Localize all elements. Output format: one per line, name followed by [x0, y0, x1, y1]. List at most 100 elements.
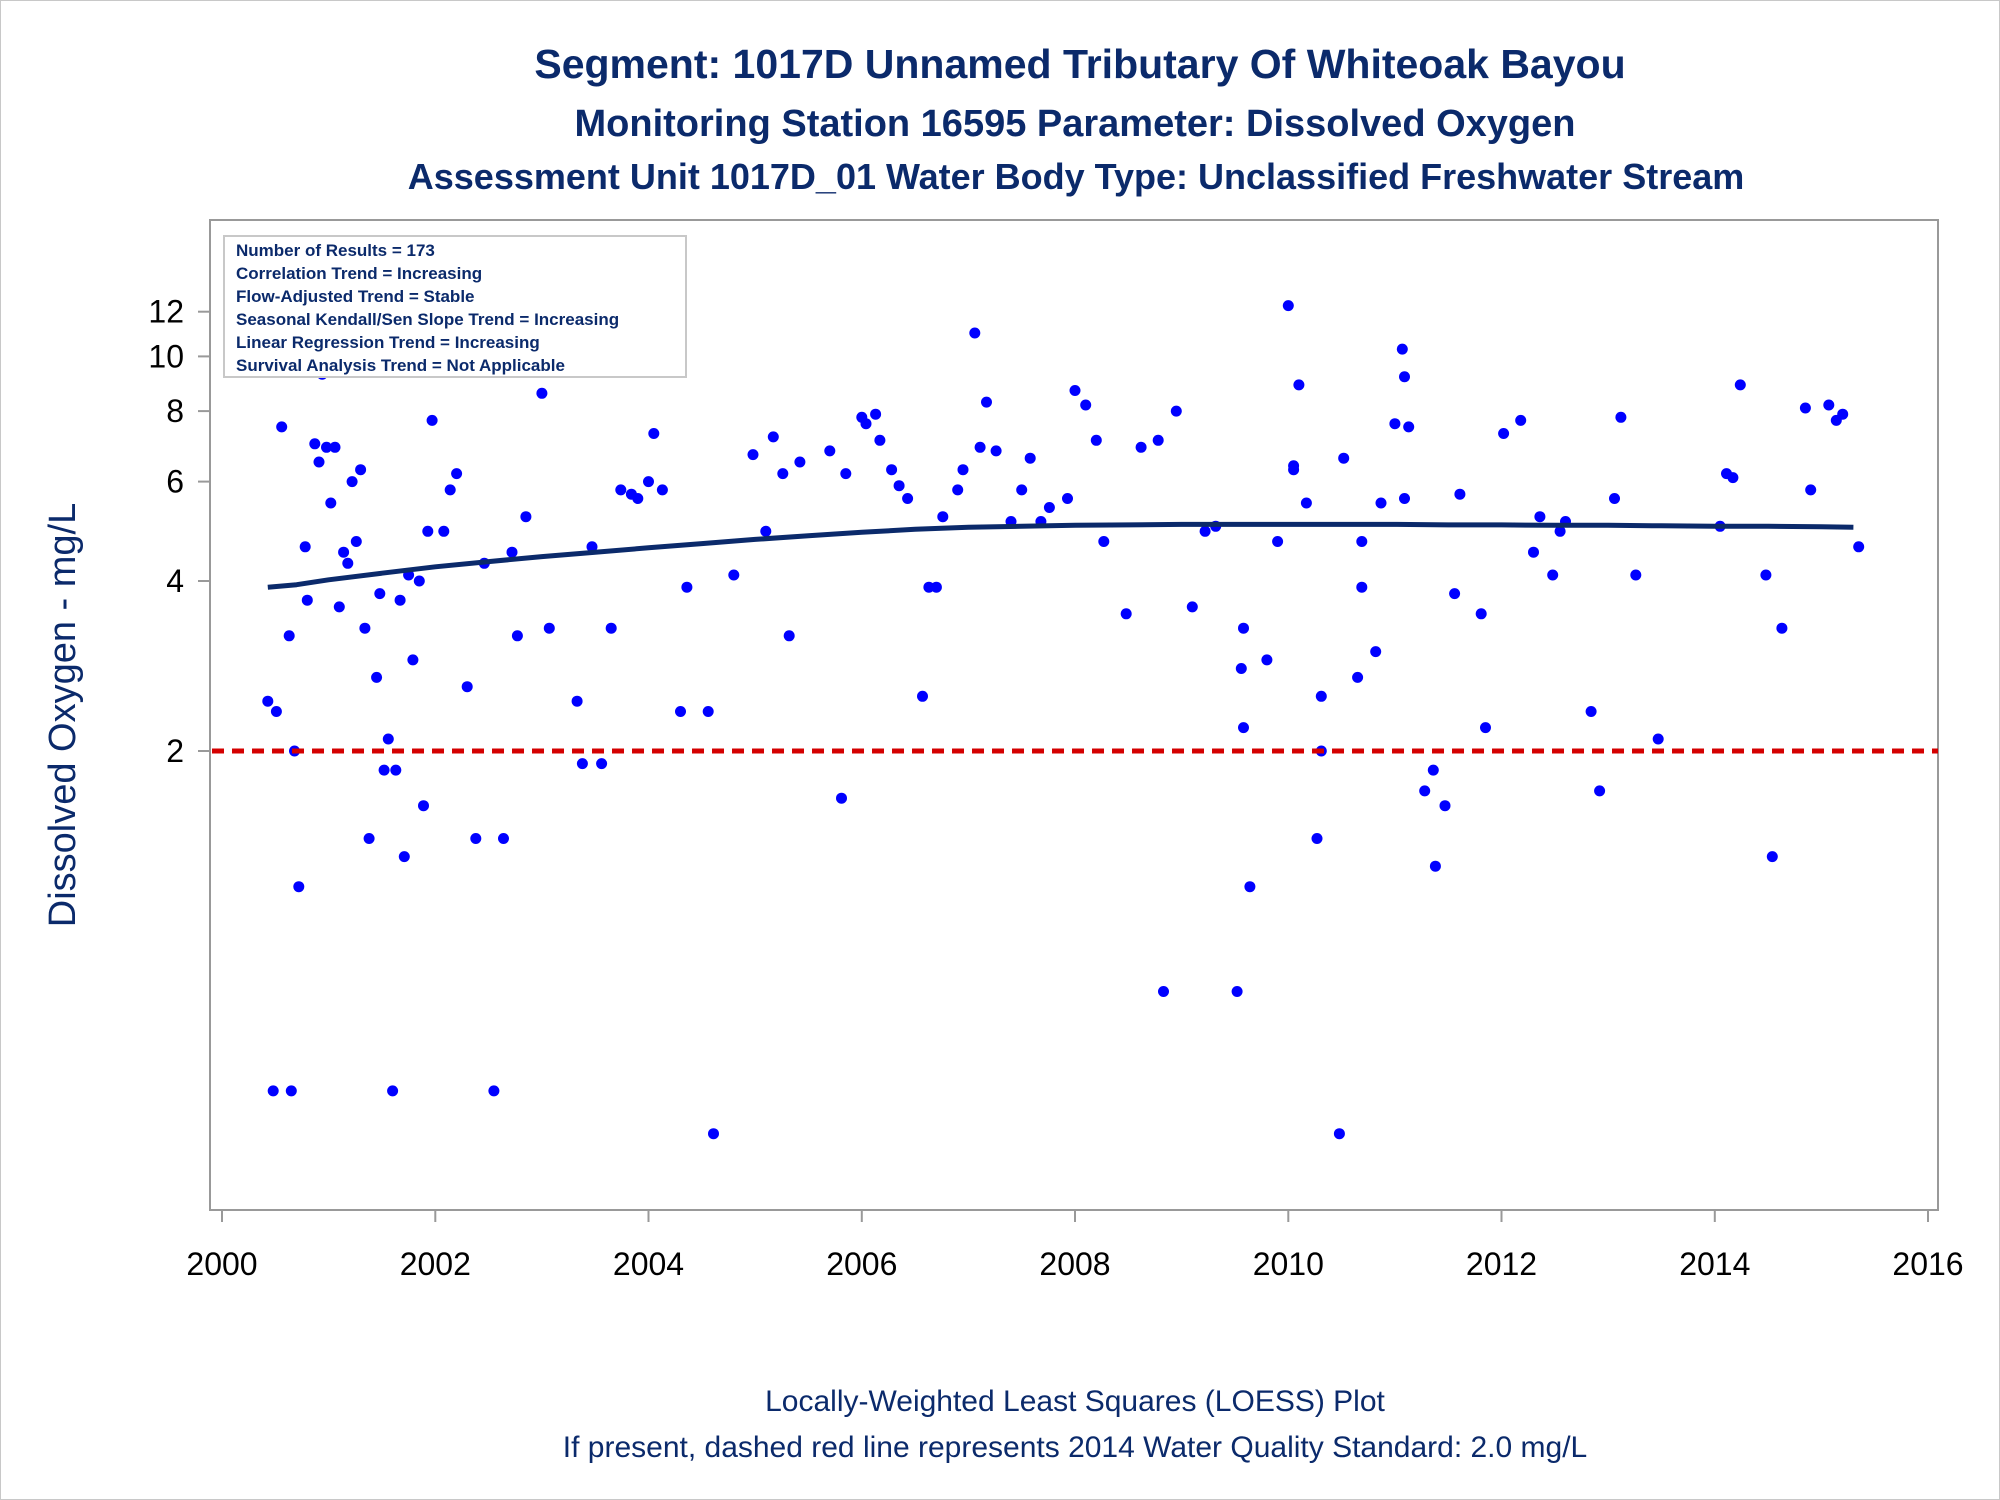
data-point [917, 690, 928, 702]
data-point [1152, 434, 1164, 446]
data-point [1403, 421, 1415, 433]
data-point [1199, 525, 1211, 537]
data-point [1135, 441, 1147, 453]
x-tick-label: 2006 [826, 1246, 897, 1282]
data-point [681, 581, 693, 593]
data-point [930, 581, 942, 593]
data-point [346, 476, 358, 488]
data-point [615, 484, 627, 496]
data-point [605, 622, 617, 634]
data-point [1449, 588, 1461, 600]
data-point [363, 833, 375, 844]
data-point [1734, 379, 1746, 391]
data-point [470, 833, 482, 844]
data-point [350, 536, 362, 547]
data-point [836, 792, 847, 804]
data-point [1333, 1128, 1345, 1140]
data-point [1356, 536, 1368, 547]
data-point [1231, 986, 1243, 997]
stats-line-6: Survival Analysis Trend = Not Applicable [236, 356, 565, 375]
data-point [382, 733, 394, 745]
data-point [321, 441, 332, 453]
data-point [543, 622, 555, 634]
data-point [506, 546, 518, 558]
data-point [648, 428, 660, 439]
data-point [1370, 646, 1382, 658]
data-point [1528, 546, 1539, 558]
data-point [1760, 569, 1772, 581]
data-point [329, 441, 341, 453]
data-point [371, 671, 383, 683]
x-tick-label: 2014 [1679, 1246, 1750, 1282]
data-point [398, 851, 410, 863]
data-point [1238, 622, 1249, 634]
data-point [1837, 408, 1849, 420]
data-point [656, 484, 668, 496]
data-point [1024, 452, 1036, 464]
x-tick-label: 2002 [400, 1246, 471, 1282]
data-point [1805, 484, 1817, 496]
data-point [952, 484, 964, 496]
data-point [1766, 851, 1778, 863]
data-point [632, 493, 644, 504]
data-point [767, 431, 779, 443]
data-point [1480, 722, 1491, 734]
data-point [1799, 402, 1811, 414]
data-point [1272, 536, 1284, 547]
data-point [1069, 385, 1081, 396]
data-point [1235, 663, 1247, 674]
data-point [747, 449, 759, 461]
y-tick-label: 12 [148, 294, 184, 330]
data-point [407, 654, 419, 666]
data-point [1439, 800, 1451, 812]
data-point [498, 833, 509, 844]
data-point [1158, 986, 1169, 997]
data-point [1186, 601, 1198, 613]
data-point [990, 445, 1002, 457]
data-point [860, 418, 872, 430]
data-point [937, 511, 949, 523]
data-point [1515, 414, 1527, 426]
stats-line-3: Flow-Adjusted Trend = Stable [236, 287, 475, 306]
data-point [313, 456, 325, 468]
data-point [1547, 569, 1559, 581]
data-point [1261, 654, 1273, 666]
data-point [1244, 881, 1256, 893]
data-point [1300, 497, 1312, 509]
data-point [1016, 484, 1028, 496]
data-point [1293, 379, 1305, 391]
data-point [309, 438, 321, 450]
data-point [283, 630, 295, 642]
data-point [1609, 493, 1620, 504]
chart-title: Segment: 1017D Unnamed Tributary Of Whit… [534, 41, 1625, 87]
data-point [643, 476, 654, 488]
data-point [1454, 488, 1466, 500]
data-point [1389, 418, 1401, 430]
data-point [1475, 608, 1487, 620]
data-point [418, 800, 429, 812]
data-point [981, 396, 992, 408]
data-point [886, 464, 898, 476]
data-point [413, 575, 425, 587]
data-point [1282, 300, 1294, 312]
x-tick-label: 2000 [186, 1246, 257, 1282]
y-tick-label: 6 [166, 464, 184, 500]
data-point [394, 594, 406, 606]
data-point [299, 541, 311, 553]
data-point [1630, 569, 1642, 581]
data-point [728, 569, 740, 581]
data-point [1585, 706, 1597, 717]
data-point [325, 497, 337, 509]
loess-layer [267, 521, 1854, 590]
stats-box-border [223, 235, 687, 378]
data-point [902, 493, 914, 504]
data-point [1170, 405, 1182, 417]
data-point [675, 706, 686, 717]
data-point [840, 468, 852, 480]
data-point [1288, 460, 1300, 472]
data-point [444, 484, 456, 496]
scatter-points [262, 300, 1865, 1140]
axes: 2000 2002 2004 2006 2008 2010 2012 2014 2016 2 4 6 8… [148, 294, 1963, 1282]
data-point [1080, 399, 1092, 411]
footnote-2: If present, dashed red line represents 2… [563, 1431, 1587, 1464]
